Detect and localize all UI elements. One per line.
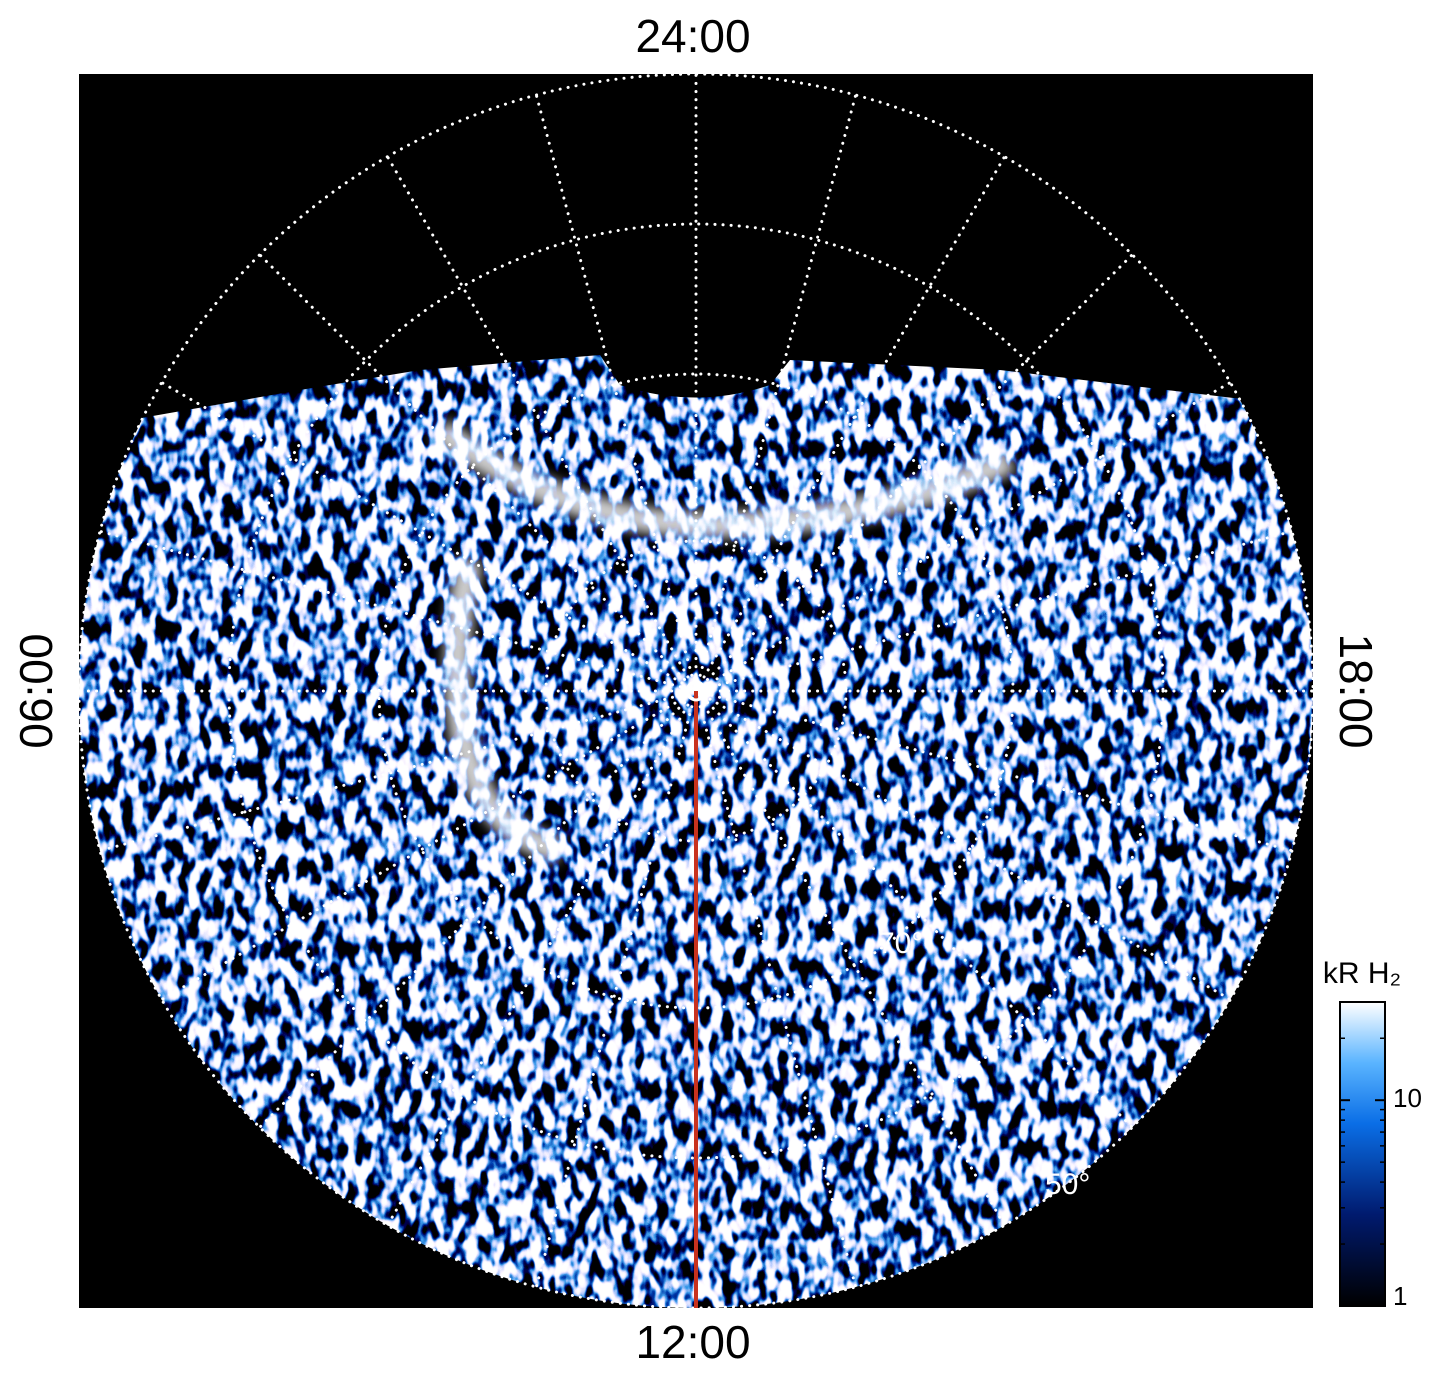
hour-label: 24:00	[635, 10, 750, 62]
latitude-label: 70°	[878, 927, 923, 960]
meridian	[694, 689, 1294, 853]
hour-label: 06:00	[10, 633, 62, 748]
meridian	[98, 529, 698, 693]
meridian	[160, 689, 698, 1001]
meridian	[694, 93, 858, 693]
meridian	[98, 689, 698, 853]
meridian	[694, 529, 1294, 693]
colorbar-axis: 1 10	[1340, 1037, 1422, 1311]
colorbar-tick-label: 10	[1393, 1083, 1422, 1113]
latitude-label: 50°	[1045, 1168, 1090, 1201]
hour-label: 12:00	[635, 1316, 750, 1368]
meridian	[694, 689, 1134, 1129]
meridian	[694, 689, 1232, 1001]
meridian	[258, 253, 698, 693]
meridian	[160, 381, 698, 693]
meridian	[386, 155, 698, 693]
meridian	[694, 689, 1006, 1227]
colorbar	[1339, 1001, 1386, 1307]
auroral-oval	[432, 419, 1016, 863]
meridian	[694, 155, 1006, 693]
meridian	[694, 253, 1134, 693]
meridian	[534, 93, 698, 693]
latitude-ring	[227, 222, 1165, 1160]
pole-marker	[685, 680, 707, 702]
meridian	[258, 689, 698, 1129]
meridian	[694, 381, 1232, 693]
meridian	[386, 689, 698, 1227]
meridian	[694, 689, 858, 1289]
polar-grid	[77, 72, 1315, 1310]
meridian	[534, 689, 698, 1289]
hour-label: 18:00	[1330, 633, 1382, 748]
colorbar-title: kR H₂	[1323, 957, 1401, 990]
colorbar-tick-label: 1	[1393, 1281, 1407, 1311]
